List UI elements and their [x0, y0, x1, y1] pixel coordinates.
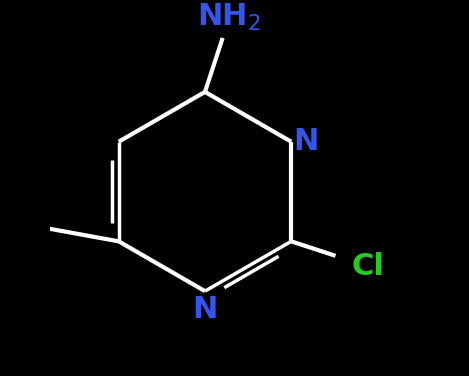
Text: N: N [293, 127, 319, 156]
Text: N: N [192, 295, 218, 324]
Text: Cl: Cl [351, 252, 384, 281]
Text: NH$_2$: NH$_2$ [197, 2, 261, 33]
